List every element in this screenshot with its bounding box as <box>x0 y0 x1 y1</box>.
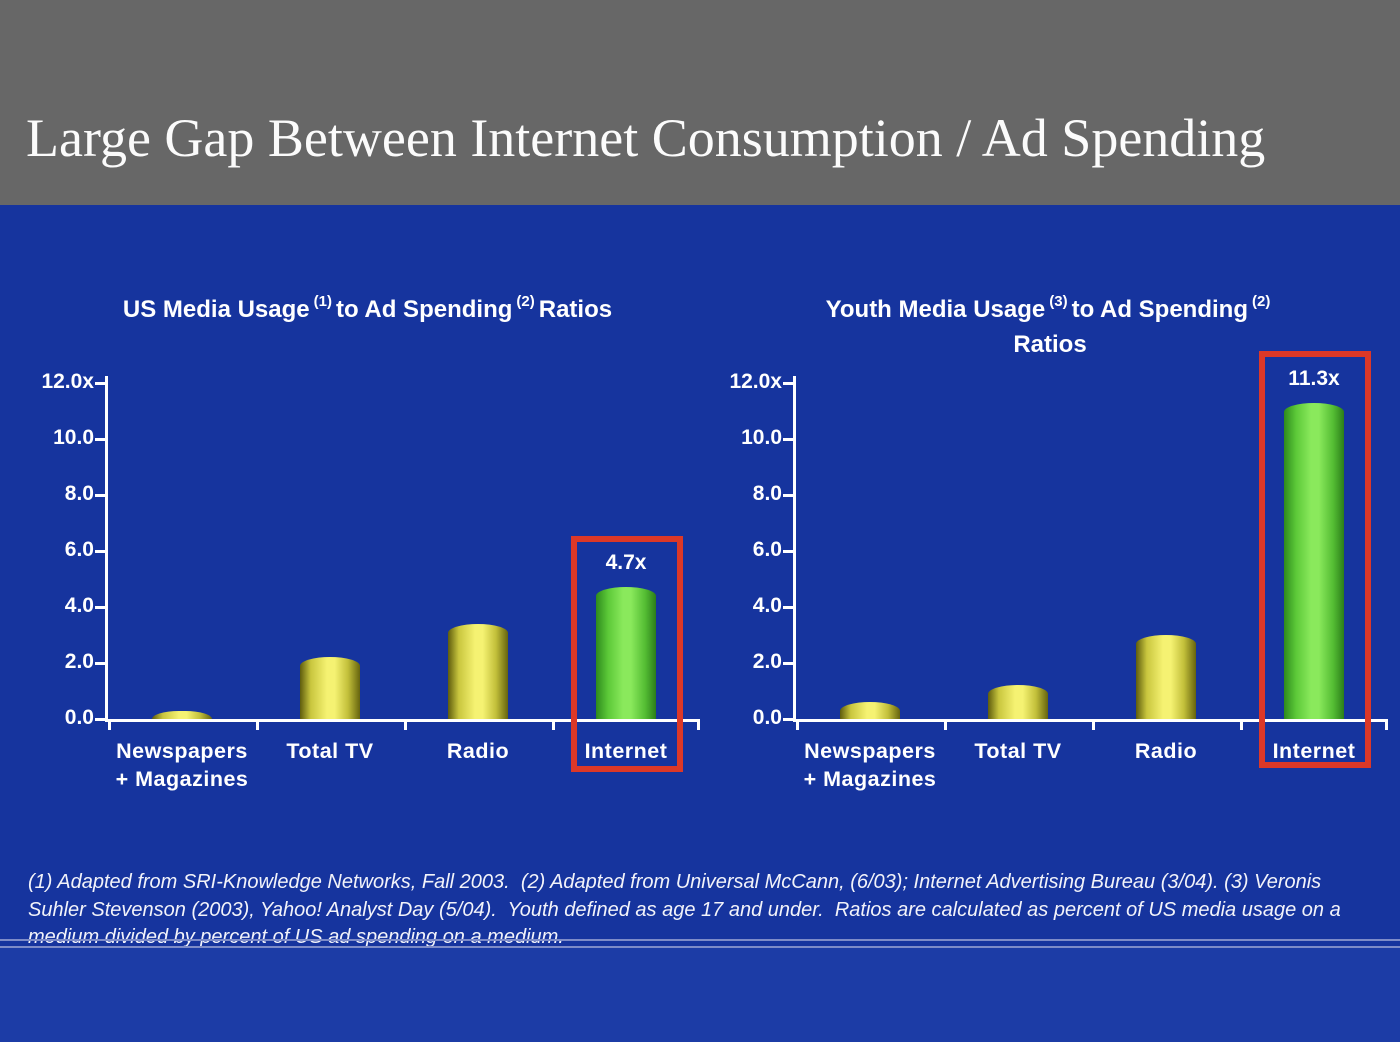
y-axis-label: 4.0 <box>64 593 94 617</box>
category-label-radio: Radio <box>446 739 510 763</box>
bar-value-label-internet: 4.7x <box>605 551 647 575</box>
y-axis-label: 10.0 <box>741 425 782 449</box>
footer-divider <box>0 939 1400 948</box>
category-label-internet: Internet <box>1272 739 1356 763</box>
bar-newspapers-magazines <box>840 702 900 719</box>
y-axis-label: 0.0 <box>64 705 94 729</box>
chart-title-text: to Ad Spending <box>1071 296 1248 323</box>
x-axis-tick <box>552 722 555 730</box>
x-axis-tick <box>256 722 259 730</box>
chart-title-line1: Youth Media Usage (3) to Ad Spending (2) <box>795 293 1305 325</box>
y-axis-tick <box>95 437 105 441</box>
chart-title-text: to Ad Spending <box>335 296 513 323</box>
chart-title-text: Ratios <box>538 296 613 323</box>
y-axis-label: 2.0 <box>752 649 782 673</box>
y-axis-label: 0.0 <box>752 705 782 729</box>
x-axis-tick <box>404 722 407 730</box>
chart-title-text: US Media Usage <box>122 296 310 323</box>
y-axis-tick <box>95 605 105 609</box>
x-axis-tick <box>108 722 111 730</box>
y-axis-tick <box>95 661 105 665</box>
y-axis-label: 4.0 <box>752 593 782 617</box>
y-axis-tick <box>783 717 793 721</box>
internet-highlight-box-us <box>571 536 683 772</box>
y-axis-tick <box>783 661 793 665</box>
x-axis-tick <box>697 722 700 730</box>
x-axis-tick <box>1385 722 1388 730</box>
y-axis-label: 6.0 <box>64 537 94 561</box>
y-axis-label: 10.0 <box>53 425 94 449</box>
footnote-ref-2: (2) <box>516 293 535 310</box>
x-axis-tick <box>796 722 799 730</box>
y-axis-label: 8.0 <box>64 481 94 505</box>
chart-title-line2: Ratios <box>1013 331 1087 359</box>
x-axis-tick <box>1240 722 1243 730</box>
y-axis-label: 12.0x <box>41 369 94 393</box>
slide-title: Large Gap Between Internet Consumption /… <box>26 108 1266 168</box>
slide-header: Large Gap Between Internet Consumption /… <box>0 0 1400 205</box>
us-media-chart-plot: 12.0x 10.0 8.0 6.0 4.0 2.0 0.0 Newspapers + Mag… <box>41 370 700 791</box>
y-axis-tick <box>783 605 793 609</box>
y-axis-tick <box>783 549 793 553</box>
category-label-total-tv: Total TV <box>286 739 374 763</box>
category-label-radio: Radio <box>1134 739 1198 763</box>
bar-radio <box>448 623 508 719</box>
y-axis-tick <box>783 493 793 497</box>
youth-media-chart-plot: 12.0x 10.0 8.0 6.0 4.0 2.0 0.0 Newspapers + Mag… <box>729 367 1388 791</box>
y-axis-tick <box>95 717 105 721</box>
bar-value-label-internet: 11.3x <box>1288 366 1340 390</box>
chart-title-text: Youth Media Usage <box>825 296 1046 323</box>
chart-title-us-media: US Media Usage (1) to Ad Spending (2) Ratios <box>95 293 640 325</box>
y-axis-tick <box>783 437 793 441</box>
y-axis-label: 8.0 <box>752 481 782 505</box>
category-label-total-tv: Total TV <box>974 739 1062 763</box>
category-label-newspapers-magazines: Newspapers + Magazines <box>115 739 249 791</box>
internet-highlight-box-youth <box>1259 351 1371 768</box>
x-axis-tick <box>1092 722 1095 730</box>
bar-newspapers-magazines <box>152 710 212 719</box>
slide-footer: MorganStanley 43 Yourseeker <box>0 948 1400 1042</box>
y-axis-label: 12.0x <box>729 369 782 393</box>
bar-total-tv <box>300 657 360 719</box>
category-label-newspapers-magazines: Newspapers + Magazines <box>803 739 937 791</box>
footnote-ref-1: (1) <box>313 293 332 310</box>
footnote: (1) Adapted from SRI-Knowledge Networks,… <box>28 871 1347 949</box>
y-axis-tick <box>783 381 793 385</box>
footnote-ref-2: (2) <box>1252 293 1271 310</box>
y-axis-label: 2.0 <box>64 649 94 673</box>
bar-internet <box>596 587 656 719</box>
y-axis-tick <box>95 381 105 385</box>
footnote-ref-3: (3) <box>1049 293 1068 310</box>
bar-internet <box>1284 402 1344 719</box>
y-axis-label: 6.0 <box>752 537 782 561</box>
chart-title-youth-media: Youth Media Usage (3) to Ad Spending (2) Ra… <box>795 293 1305 360</box>
y-axis-tick <box>95 493 105 497</box>
category-label-internet: Internet <box>584 739 668 763</box>
bar-total-tv <box>988 685 1048 719</box>
y-axis-tick <box>95 549 105 553</box>
bar-radio <box>1136 635 1196 719</box>
x-axis-tick <box>944 722 947 730</box>
